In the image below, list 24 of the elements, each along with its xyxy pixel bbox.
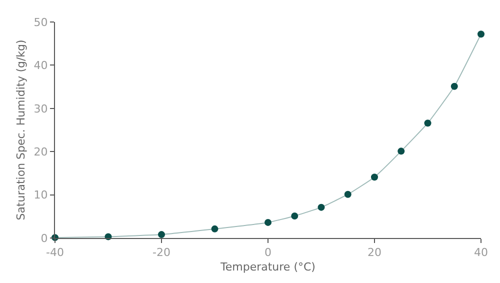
x-axis-title: Temperature (°C) [220, 260, 316, 274]
point [344, 190, 352, 198]
y-tick-label: 30 [34, 102, 48, 116]
point [291, 212, 298, 220]
x-tick-label: 0 [264, 246, 272, 260]
y-tick-label: 0 [40, 232, 48, 245]
y-tick-label: 50 [34, 16, 48, 29]
x-tick-label: -20 [152, 246, 170, 260]
point [478, 30, 484, 38]
y-tick-label: 20 [34, 145, 48, 158]
y-tick-label: 10 [34, 188, 48, 202]
x-tick-label: 40 [474, 246, 488, 260]
y-axis-title: Saturation Spec. Humidity (g/kg) [14, 40, 28, 220]
point [211, 225, 218, 232]
point [158, 231, 165, 238]
point [450, 82, 458, 90]
x-tick-label: -40 [46, 246, 64, 260]
point [398, 148, 405, 155]
point [371, 174, 378, 181]
y-tick-label: 40 [34, 59, 48, 72]
point [424, 120, 432, 127]
point [264, 218, 272, 226]
point [318, 204, 325, 211]
x-tick-label: 20 [368, 246, 382, 260]
